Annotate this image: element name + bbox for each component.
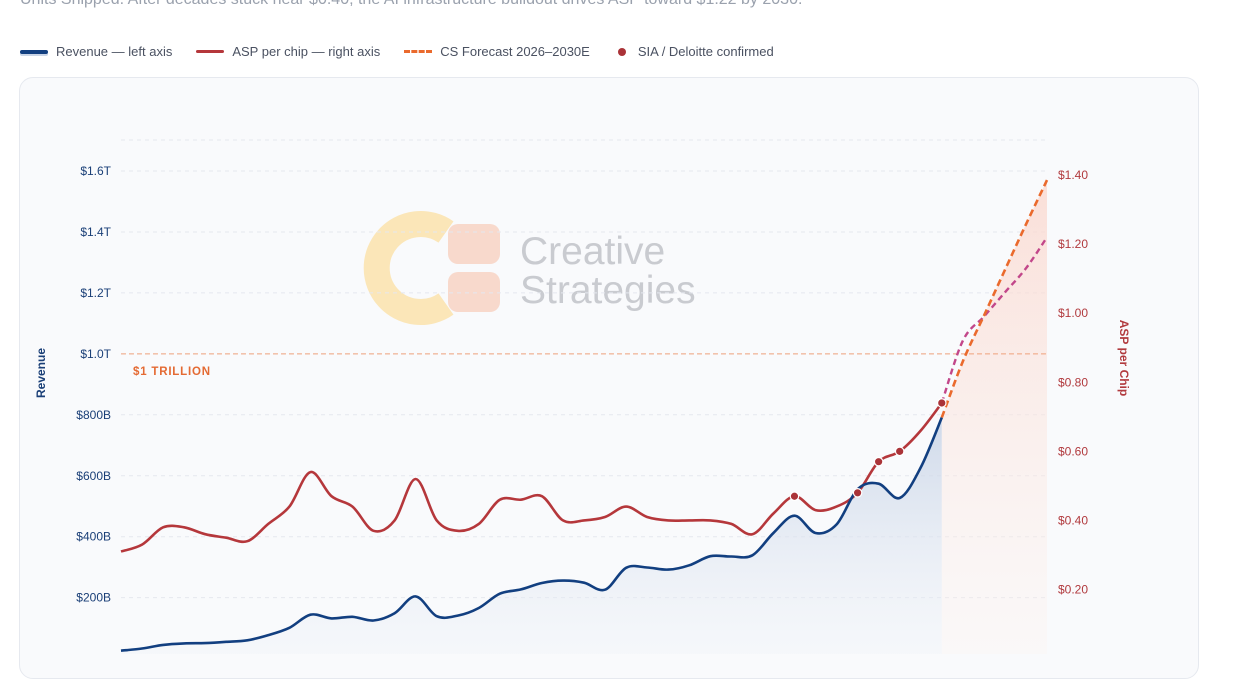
right-tick-label: $0.80 <box>1058 375 1088 389</box>
chart-svg: Creative Strategies $1 TRILLION $1.6T$1.… <box>34 139 1131 654</box>
right-tick-label: $1.40 <box>1058 168 1088 182</box>
confirmed-point <box>789 491 800 502</box>
legend-item-asp: ASP per chip — right axis <box>196 44 380 59</box>
asp-line <box>120 402 943 553</box>
revenue-area <box>121 417 942 654</box>
confirmed-points <box>789 398 947 502</box>
chart-subtitle: Units Shipped. After decades stuck near … <box>20 0 802 9</box>
right-tick-label: $0.20 <box>1058 583 1088 597</box>
right-tick-label: $0.40 <box>1058 513 1088 527</box>
legend: Revenue — left axis ASP per chip — right… <box>20 44 798 59</box>
left-tick-label: $800B <box>76 408 111 422</box>
revenue-line <box>120 417 944 652</box>
watermark-c-shape <box>363 211 454 325</box>
legend-label-confirmed: SIA / Deloitte confirmed <box>637 44 774 59</box>
confirmed-point <box>873 456 884 467</box>
legend-item-forecast: CS Forecast 2026–2030E <box>404 44 590 59</box>
watermark-s-top <box>448 224 500 264</box>
right-axis: $1.40 $1.20 $1.00 $0.80 $0.60 $0.40 $0.20 <box>1058 168 1088 597</box>
left-tick-label: $1.4T <box>80 225 111 239</box>
watermark-line-2: Strategies <box>520 269 696 312</box>
reference-label: $1 TRILLION <box>133 366 211 378</box>
legend-item-confirmed: SIA / Deloitte confirmed <box>614 44 774 59</box>
right-tick-label: $1.20 <box>1058 237 1088 251</box>
left-tick-label: $600B <box>76 469 111 483</box>
confirmed-point <box>894 446 905 457</box>
confirmed-point <box>936 398 947 408</box>
legend-label-asp: ASP per chip — right axis <box>232 44 381 59</box>
legend-label-revenue: Revenue — left axis <box>56 44 173 59</box>
forecast-asp-line <box>940 236 1048 404</box>
left-tick-label: $1.6T <box>80 164 111 178</box>
area-fills <box>121 180 1047 654</box>
reference-line-group: $1 TRILLION <box>121 353 1047 378</box>
left-tick-label: $400B <box>76 530 111 544</box>
left-axis: $1.6T $1.4T $1.2T $1.0T $800B $600B $400B $200B <box>76 164 111 605</box>
left-tick-label: $1.2T <box>80 286 111 300</box>
right-axis-title: ASP per Chip <box>1117 320 1131 396</box>
legend-swatch-forecast <box>404 50 433 53</box>
series-lines <box>120 179 1049 652</box>
watermark-logo: Creative Strategies <box>363 211 696 325</box>
right-tick-label: $0.60 <box>1058 444 1088 458</box>
forecast-area <box>941 180 1047 654</box>
legend-swatch-confirmed <box>617 47 626 56</box>
watermark-line-1: Creative <box>520 230 665 273</box>
left-tick-label: $200B <box>76 591 111 605</box>
legend-swatch-asp <box>196 50 225 53</box>
confirmed-point <box>852 487 863 498</box>
legend-swatch-revenue <box>20 49 48 54</box>
legend-label-forecast: CS Forecast 2026–2030E <box>440 44 590 59</box>
left-axis-title: Revenue <box>34 348 48 398</box>
left-tick-label: $1.0T <box>80 347 111 361</box>
legend-item-revenue: Revenue — left axis <box>20 44 172 59</box>
watermark-s-bottom <box>448 272 500 312</box>
forecast-revenue-line <box>940 179 1049 418</box>
right-tick-label: $1.00 <box>1058 306 1088 320</box>
